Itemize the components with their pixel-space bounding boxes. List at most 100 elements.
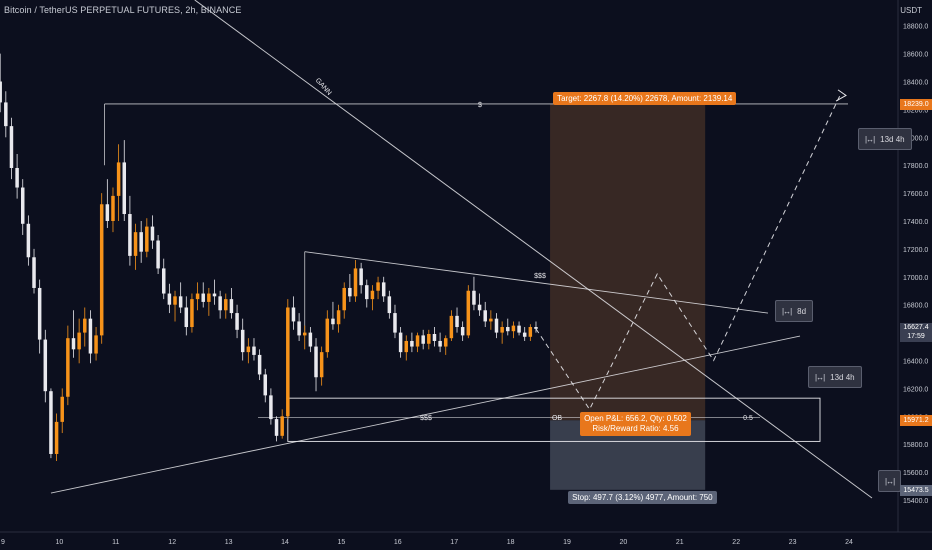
candle-down [32,257,36,288]
candle-down [128,214,132,256]
price-tick-label: 17000.0 [903,275,928,282]
candle-down [359,268,363,286]
candle-down [4,102,8,127]
candle-up [319,352,324,378]
candle-down [455,315,459,328]
candle-up [511,325,516,332]
date-tick-label: 11 [112,539,119,546]
bar-countdown: 17:59 [907,332,925,340]
candle-down [212,293,217,297]
range-icon: |↔| [885,476,895,486]
date-tick-label: 10 [56,539,64,546]
candle-down [432,333,437,341]
candle-up [302,332,307,336]
candle-down [381,282,386,297]
candle-up [370,290,375,300]
range-icon: |↔| [815,372,825,382]
candle-down [49,391,53,454]
candle-down [263,374,268,396]
candle-up [286,307,290,417]
candle-down [218,296,222,311]
candle-down [472,290,476,305]
candle-up [116,162,121,196]
candle-down [291,307,296,322]
order-block-label: OB [552,415,562,422]
date-tick-label: 16 [394,539,402,546]
candle-up [77,332,81,350]
date-tick-label: 18 [507,539,515,546]
candle-down [421,335,425,344]
rr-text: Risk/Reward Ratio: 4.56 [592,424,679,434]
candle-up [54,421,59,454]
candle-up [427,333,431,344]
candle-down [257,354,262,375]
target-badge: Target: 2267.8 (14.20%) 22678, Amount: 2… [553,91,737,105]
price-tick-label: 15400.0 [903,498,928,505]
candle-down [506,327,510,332]
date-tick-label: 15 [338,539,346,546]
candle-down [393,313,397,333]
candle-up [133,232,138,256]
date-tick-label: 12 [168,539,176,546]
candle-up [190,299,194,328]
candle-up [83,318,87,333]
candle-down [156,240,160,269]
candle-down [534,327,538,329]
candle-down [9,126,14,168]
fib-label: 0.5 [743,415,753,422]
candle-up [60,396,64,422]
candle-down [43,339,48,392]
candle-down [438,340,442,347]
candle-down [184,307,189,328]
range-marker: |↔| 13d 4h [858,128,912,150]
candle-down [274,419,279,436]
candle-up [449,315,454,339]
date-tick-label: 17 [450,539,458,546]
price-tag: 18239.0 [900,98,932,110]
candle-down [240,329,245,353]
price-tick-label: 17800.0 [903,163,928,170]
candle-down [387,296,392,314]
candle-down [0,81,2,103]
currency-label: USDT [900,6,922,15]
candle-up [376,282,380,291]
candle-down [229,299,234,314]
price-tick-label: 16400.0 [903,359,928,366]
range-marker-label: 8d [797,306,807,316]
price-tick-label: 18000.0 [903,135,928,142]
price-tick-label: 18400.0 [903,80,928,87]
price-tick-label: 17600.0 [903,191,928,198]
candle-up [404,340,409,353]
candle-up [325,318,330,353]
candle-down [150,226,155,241]
price-tick-label: 18600.0 [903,52,928,59]
price-tick-label: 18200.0 [903,107,928,114]
resistance-label: $ [478,102,482,109]
pnl-badge: Open P&L: 656.2, Qty: 0.502 Risk/Reward R… [580,412,691,437]
candle-down [71,338,76,350]
range-icon: |↔| [865,134,875,144]
candle-down [297,321,301,336]
candle-up [500,327,504,333]
candle-down [201,293,205,302]
candle-up [94,335,98,354]
candle-down [477,304,482,311]
price-tick-label: 15800.0 [903,442,928,449]
range-marker-label: 13d 4h [880,134,905,144]
price-tick-label: 16800.0 [903,303,928,310]
support-trendline [50,335,801,494]
candle-down [26,223,31,258]
candle-up [224,299,228,311]
symbol-title: Bitcoin / TetherUS PERPETUAL FUTURES, 2h… [4,5,242,15]
range-marker: |↔| 13d 4h [808,366,862,388]
date-tick-label: 24 [845,539,853,546]
candle-up [207,293,211,302]
candle-up [111,195,115,221]
target-zone [550,103,706,421]
candle-down [517,325,521,333]
candle-down [167,293,172,305]
candle-down [20,187,25,224]
date-tick-label: 21 [676,539,684,546]
candle-down [365,285,369,300]
